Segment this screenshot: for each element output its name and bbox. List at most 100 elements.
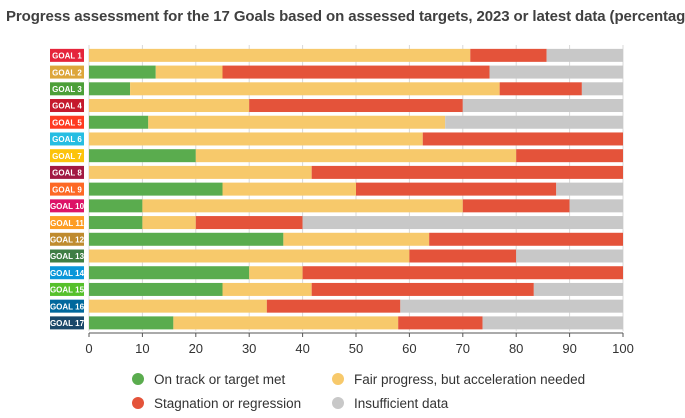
bar-goal-4-series-3 (462, 99, 623, 113)
goal-label-10: GOAL 10 (50, 202, 85, 211)
x-tick-label-70: 70 (456, 341, 470, 356)
legend-item-stagnation: Stagnation or regression (132, 396, 301, 411)
goal-label-6: GOAL 6 (52, 135, 82, 144)
bar-goal-5-series-3 (445, 115, 623, 129)
bar-goal-2-series-3 (489, 65, 623, 79)
bar-goal-3-series-2 (499, 82, 582, 96)
bar-goal-4-series-2 (249, 99, 463, 113)
goal-badge-3 (50, 82, 84, 96)
bar-goal-5-series-1 (148, 115, 446, 129)
legend-swatch-on-track (132, 373, 144, 385)
bar-goal-15-series-1 (222, 282, 312, 296)
bar-goal-3-series-3 (581, 82, 623, 96)
bar-goal-11-series-2 (195, 216, 303, 230)
bar-goal-17-series-0 (89, 316, 174, 330)
bar-goal-14-series-0 (89, 266, 250, 280)
goal-badge-1 (50, 48, 84, 62)
bar-goal-17-series-2 (398, 316, 483, 330)
bar-goal-13-series-3 (516, 249, 623, 263)
bar-goal-16-series-2 (266, 299, 401, 313)
x-tick-label-20: 20 (189, 341, 203, 356)
bar-goal-14-series-1 (249, 266, 303, 280)
bar-goal-10-series-2 (462, 199, 570, 213)
bar-goal-15-series-3 (533, 282, 623, 296)
bar-goal-11-series-0 (89, 216, 143, 230)
goal-label-3: GOAL 3 (52, 85, 82, 94)
goal-label-12: GOAL 12 (50, 235, 85, 244)
x-tick-label-60: 60 (402, 341, 416, 356)
goal-labels: GOAL 1 GOAL 2 GOAL 3 GOAL 4 GOAL 5 GOAL 6 GOAL… (50, 48, 85, 330)
bar-goal-10-series-0 (89, 199, 143, 213)
goal-label-17: GOAL 17 (50, 319, 85, 328)
x-tick-label-100: 100 (612, 341, 634, 356)
x-tick-label-40: 40 (295, 341, 309, 356)
bar-goal-10-series-3 (569, 199, 623, 213)
legend-item-fair-progress: Fair progress, but acceleration needed (332, 372, 585, 387)
bar-goal-17-series-3 (482, 316, 623, 330)
goal-label-2: GOAL 2 (52, 68, 82, 77)
bar-goal-3-series-1 (130, 82, 500, 96)
bar-goal-6-series-2 (422, 132, 623, 146)
bar-goal-13-series-1 (89, 249, 410, 263)
chart-title: Progress assessment for the 17 Goals bas… (6, 8, 685, 25)
x-tick-label-0: 0 (85, 341, 92, 356)
x-tick-label-90: 90 (562, 341, 576, 356)
legend-item-insufficient-data: Insufficient data (332, 396, 448, 411)
x-axis: 0 10 20 30 40 50 60 70 80 90 100 (85, 332, 634, 356)
goal-badge-13 (50, 249, 84, 263)
legend-swatch-stagnation (132, 397, 144, 409)
goal-badge-7 (50, 149, 84, 163)
bar-goal-4-series-1 (89, 99, 250, 113)
bar-segments (89, 48, 623, 330)
goal-badge-17 (50, 316, 84, 330)
bar-goal-8-series-1 (89, 165, 312, 179)
goal-label-7: GOAL 7 (52, 152, 82, 161)
legend-swatch-fair-progress (332, 373, 344, 385)
bar-goal-11-series-1 (142, 216, 196, 230)
x-tick-label-80: 80 (509, 341, 523, 356)
bar-goal-14-series-2 (302, 266, 623, 280)
goal-badge-15 (50, 282, 84, 296)
x-tick-label-50: 50 (349, 341, 363, 356)
bar-goal-9-series-1 (222, 182, 356, 196)
bar-goal-2-series-2 (222, 65, 490, 79)
bar-goal-7-series-2 (516, 149, 623, 163)
bar-goal-9-series-3 (556, 182, 623, 196)
goal-label-9: GOAL 9 (52, 185, 82, 194)
bar-goal-5-series-0 (89, 115, 149, 129)
x-tick-label-30: 30 (242, 341, 256, 356)
bar-goal-9-series-0 (89, 182, 223, 196)
legend-swatch-insufficient-data (332, 397, 344, 409)
goal-badge-14 (50, 266, 84, 280)
legend-label-fair-progress: Fair progress, but acceleration needed (354, 372, 586, 387)
goal-badge-12 (50, 232, 84, 246)
bar-goal-1-series-1 (89, 48, 471, 62)
x-tick-label-10: 10 (135, 341, 149, 356)
goal-label-4: GOAL 4 (52, 102, 82, 111)
legend-label-insufficient-data: Insufficient data (354, 396, 449, 411)
bar-goal-3-series-0 (89, 82, 131, 96)
goal-label-11: GOAL 11 (50, 219, 84, 228)
goal-badge-9 (50, 182, 84, 196)
goal-label-16: GOAL 16 (50, 302, 85, 311)
goal-badge-10 (50, 199, 84, 213)
goal-label-15: GOAL 15 (50, 286, 85, 295)
goal-label-8: GOAL 8 (52, 169, 82, 178)
goal-badge-2 (50, 65, 84, 79)
bar-goal-2-series-1 (155, 65, 223, 79)
bar-goal-12-series-0 (89, 232, 284, 246)
goal-badge-16 (50, 299, 84, 313)
bar-goal-13-series-2 (409, 249, 517, 263)
goal-badge-4 (50, 99, 84, 113)
goal-badge-6 (50, 132, 84, 146)
bar-goal-10-series-1 (142, 199, 463, 213)
bar-goal-6-series-1 (89, 132, 423, 146)
bar-goal-8-series-2 (311, 165, 623, 179)
bar-goal-7-series-0 (89, 149, 196, 163)
legend-item-on-track: On track or target met (132, 372, 285, 387)
goal-badge-11 (50, 216, 84, 230)
bar-goal-17-series-1 (173, 316, 399, 330)
bar-goal-1-series-2 (470, 48, 547, 62)
goal-badge-8 (50, 165, 84, 179)
